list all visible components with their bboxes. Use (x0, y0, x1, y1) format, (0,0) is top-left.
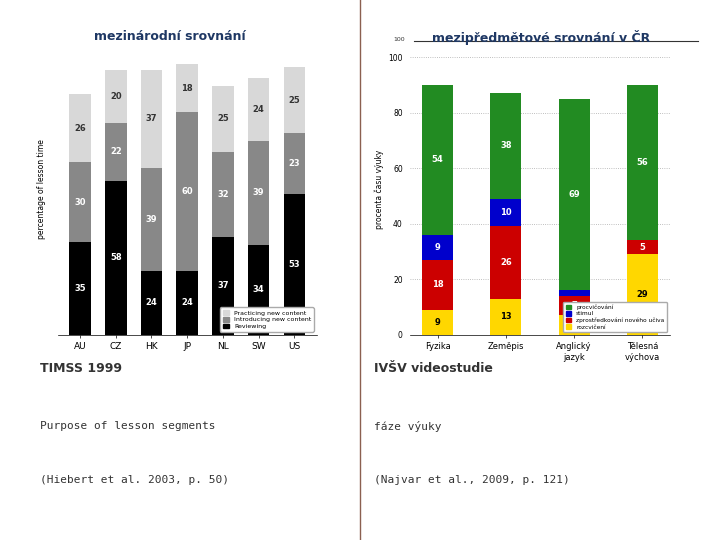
Text: 25: 25 (289, 96, 300, 105)
Bar (422, 85, 453, 235)
Bar (105, 123, 127, 181)
Bar (69, 93, 91, 163)
Bar (284, 133, 305, 194)
Bar (69, 163, 91, 242)
Text: 7: 7 (571, 301, 577, 310)
Bar (284, 194, 305, 335)
Text: 26: 26 (500, 258, 512, 267)
Bar (284, 67, 305, 133)
Bar (176, 271, 198, 335)
Text: IVŠV videostudie: IVŠV videostudie (374, 362, 493, 375)
Text: 39: 39 (253, 188, 264, 198)
Text: 35: 35 (74, 284, 86, 293)
Bar (490, 93, 521, 199)
Bar (69, 242, 91, 335)
Text: 24: 24 (145, 299, 158, 307)
Bar (422, 235, 453, 260)
Text: 32: 32 (217, 190, 229, 199)
Bar (490, 199, 521, 226)
Text: 30: 30 (74, 198, 86, 207)
Text: mezinárodní srovnání: mezinárodní srovnání (94, 30, 246, 43)
Bar (141, 271, 162, 335)
Bar (105, 70, 127, 123)
Legend: procvičování, stimul, zprostředkování nového učiva, rozcvičení: procvičování, stimul, zprostředkování no… (563, 302, 667, 332)
Bar (422, 310, 453, 335)
Text: 58: 58 (110, 253, 122, 262)
Bar (176, 112, 198, 271)
Text: TIMSS 1999: TIMSS 1999 (40, 362, 122, 375)
Text: 23: 23 (289, 159, 300, 168)
Text: 18: 18 (181, 84, 193, 93)
Text: 9: 9 (435, 243, 441, 252)
Text: 56: 56 (636, 158, 648, 167)
Y-axis label: percentage of lesson time: percentage of lesson time (37, 139, 46, 239)
Bar (176, 64, 198, 112)
Text: 37: 37 (145, 114, 157, 123)
Text: fáze výuky: fáze výuky (374, 421, 442, 432)
Text: 13: 13 (500, 312, 512, 321)
Text: 37: 37 (217, 281, 229, 291)
Text: 100: 100 (394, 37, 405, 43)
Bar (422, 260, 453, 310)
Text: 10: 10 (500, 208, 512, 217)
Bar (212, 237, 233, 335)
Text: 60: 60 (181, 187, 193, 196)
Text: 25: 25 (217, 114, 229, 123)
Bar (248, 78, 269, 141)
Bar (248, 141, 269, 245)
Y-axis label: procenta času výuky: procenta času výuky (374, 150, 384, 228)
Text: mezipředmětové srovnání v ČR: mezipředmětové srovnání v ČR (432, 30, 650, 45)
Text: 39: 39 (145, 215, 157, 224)
Text: (Hiebert et al. 2003, p. 50): (Hiebert et al. 2003, p. 50) (40, 475, 229, 485)
Bar (559, 291, 590, 296)
Text: 34: 34 (253, 285, 264, 294)
Bar (559, 315, 590, 335)
Bar (627, 240, 658, 254)
Bar (248, 245, 269, 335)
Bar (490, 299, 521, 335)
Text: 9: 9 (435, 318, 441, 327)
Text: 7: 7 (571, 321, 577, 329)
Text: 18: 18 (432, 280, 444, 289)
Text: 22: 22 (110, 147, 122, 157)
Bar (627, 85, 658, 240)
Bar (627, 254, 658, 335)
Bar (105, 181, 127, 335)
Text: Purpose of lesson segments: Purpose of lesson segments (40, 421, 215, 431)
Text: 26: 26 (74, 124, 86, 132)
Text: 54: 54 (432, 156, 444, 164)
Text: 24: 24 (181, 299, 193, 307)
Text: 24: 24 (253, 105, 264, 114)
Bar (559, 99, 590, 291)
Text: 69: 69 (568, 190, 580, 199)
Bar (212, 86, 233, 152)
Text: 53: 53 (289, 260, 300, 269)
Bar (141, 70, 162, 168)
Text: 5: 5 (639, 243, 645, 252)
Text: 20: 20 (110, 92, 122, 101)
Bar (212, 152, 233, 237)
Bar (141, 168, 162, 271)
Text: 38: 38 (500, 141, 512, 151)
Bar (490, 226, 521, 299)
Bar (559, 296, 590, 315)
Legend: Practicing new content, Introducing new content, Reviewing: Practicing new content, Introducing new … (220, 307, 314, 332)
Text: (Najvar et al., 2009, p. 121): (Najvar et al., 2009, p. 121) (374, 475, 570, 485)
Text: 29: 29 (636, 290, 648, 299)
